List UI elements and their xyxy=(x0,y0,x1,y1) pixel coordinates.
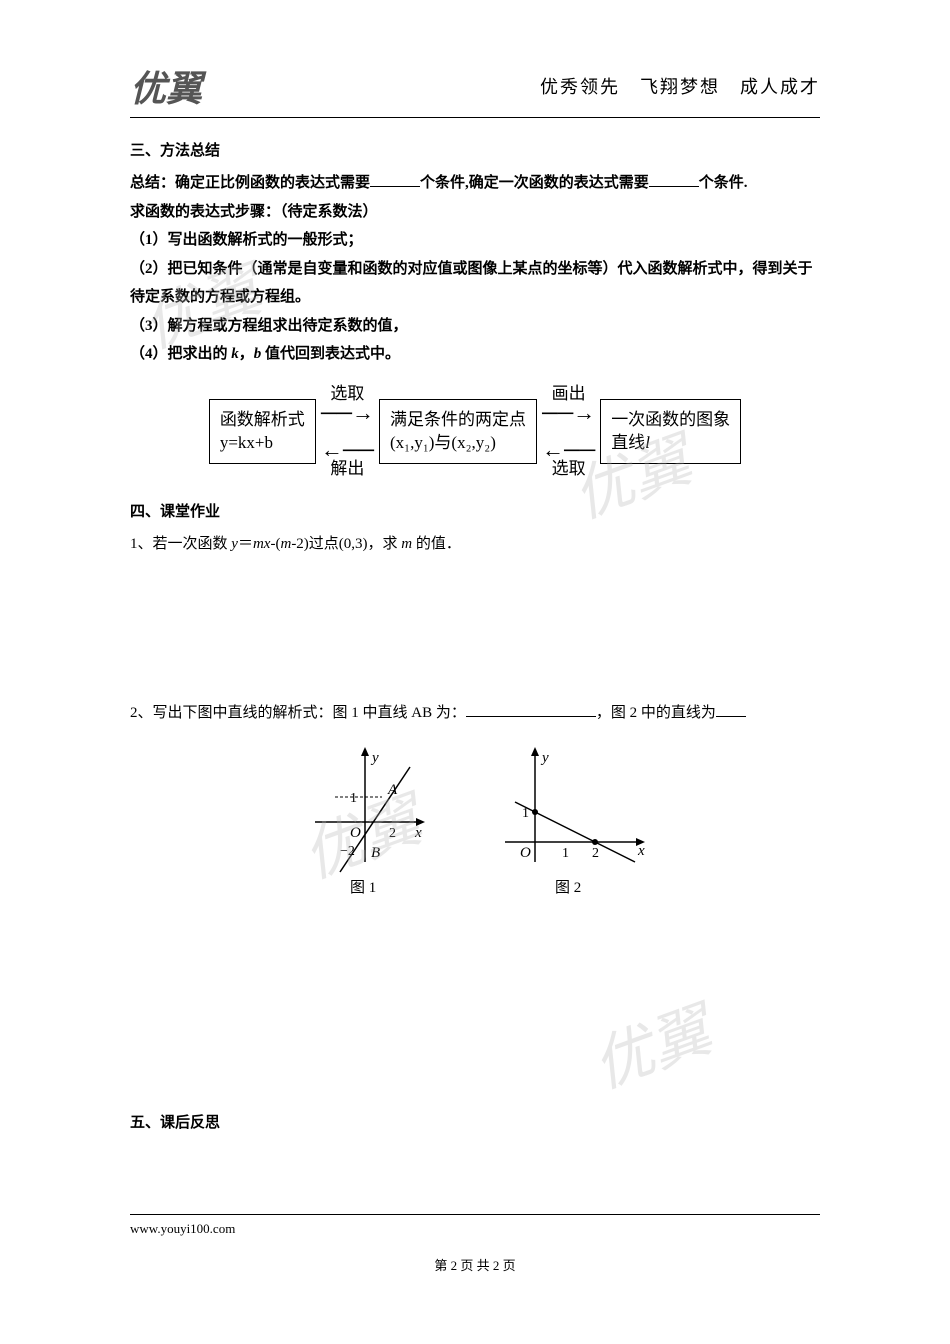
section-3-title: 三、方法总结 xyxy=(130,138,820,165)
page-number: 第 2 页 共 2 页 xyxy=(130,1255,820,1274)
graph-1: y x 1 A 2 −2 B O 图 1 xyxy=(295,742,435,902)
q1-minus: -( xyxy=(270,536,280,552)
question-1: 1、若一次函数 y＝mx-(m-2)过点(0,3)，求 m 的值． xyxy=(130,530,820,559)
g2-x-label: x xyxy=(637,843,645,859)
arrow-right-icon: ──→ xyxy=(542,404,595,422)
box1-line1: 函数解析式 xyxy=(220,408,305,432)
box2-line2: (x₁,y₁)与(x₂,y₂) xyxy=(390,431,526,455)
g1-y-label: y xyxy=(370,750,379,766)
q1-m3: m xyxy=(401,536,412,552)
step4-suffix: 值代回到表达式中。 xyxy=(261,346,400,362)
q1-end: -2)过点(0,3)，求 xyxy=(291,536,401,552)
q1-eq: ＝ xyxy=(238,536,253,552)
box3-line2: 直线l xyxy=(611,431,730,455)
g1-val-2: 2 xyxy=(389,826,396,841)
box3-l: l xyxy=(645,433,650,452)
g2-val-2x: 2 xyxy=(592,846,599,861)
graph-2: y x 1 1 2 O 图 2 xyxy=(495,742,655,902)
step-4: （4）把求出的 k，b 值代回到表达式中。 xyxy=(130,340,820,369)
box2-line1: 满足条件的两定点 xyxy=(390,408,526,432)
g2-y-label: y xyxy=(540,750,549,766)
section-4-title: 四、课堂作业 xyxy=(130,499,820,526)
q1-m1: m xyxy=(253,536,264,552)
box3-line1: 一次函数的图象 xyxy=(611,408,730,432)
summary-mid: 个条件,确定一次函数的表达式需要 xyxy=(420,175,649,191)
g2-label: 图 2 xyxy=(555,879,581,896)
step-3: （3）解方程或方程组求出待定系数的值， xyxy=(130,312,820,341)
logo: 优翼 xyxy=(130,60,202,112)
g2-val-1x: 1 xyxy=(562,846,569,861)
g1-point-b: B xyxy=(371,845,380,861)
step4-prefix: （4）把求出的 xyxy=(130,346,231,362)
g1-label: 图 1 xyxy=(350,879,376,896)
motto: 优秀领先 飞翔梦想 成人成才 xyxy=(540,73,820,99)
blank-2 xyxy=(649,173,699,187)
arrow-right-icon: ──→ xyxy=(321,404,374,422)
step4-k: k xyxy=(231,346,239,362)
summary-suffix: 个条件. xyxy=(699,175,748,191)
blank-4 xyxy=(716,703,746,717)
question-2: 2、写出下图中直线的解析式：图 1 中直线 AB 为： ，图 2 中的直线为 xyxy=(130,699,820,728)
diagram-box-1: 函数解析式 y=kx+b xyxy=(209,399,316,465)
arrow-left-icon: ←── xyxy=(321,441,374,459)
flow-diagram: 函数解析式 y=kx+b 选取 ──→ ←── 解出 满足条件的两定点 (x₁,… xyxy=(130,384,820,480)
box3-prefix: 直线 xyxy=(611,433,645,452)
steps-title: 求函数的表达式步骤：（待定系数法） xyxy=(130,198,820,227)
q2-mid: ，图 2 中的直线为 xyxy=(596,705,716,721)
q2-prefix: 2、写出下图中直线的解析式：图 1 中直线 AB 为： xyxy=(130,705,466,721)
g2-origin: O xyxy=(520,845,531,861)
page-header: 优翼 优秀领先 飞翔梦想 成人成才 xyxy=(130,60,820,118)
page-footer: www.youyi100.com 第 2 页 共 2 页 xyxy=(130,1214,820,1274)
g1-point-a: A xyxy=(387,782,398,798)
g1-origin: O xyxy=(350,825,361,841)
arrow-group-2: 画出 ──→ ←── 选取 xyxy=(542,384,595,480)
summary-prefix: 总结：确定正比例函数的表达式需要 xyxy=(130,175,370,191)
q1-y: y xyxy=(231,536,238,552)
arrow1-bottom-label: 解出 xyxy=(330,459,364,479)
section-5-title: 五、课后反思 xyxy=(130,1110,820,1137)
arrow2-bottom-label: 选取 xyxy=(552,459,586,479)
diagram-box-3: 一次函数的图象 直线l xyxy=(600,399,741,465)
blank-3 xyxy=(466,703,596,717)
blank-1 xyxy=(370,173,420,187)
step-1: （1）写出函数解析式的一般形式； xyxy=(130,226,820,255)
g1-x-label: x xyxy=(414,825,422,841)
arrow-group-1: 选取 ──→ ←── 解出 xyxy=(321,384,374,480)
arrow-left-icon: ←── xyxy=(542,441,595,459)
step-2: （2）把已知条件（通常是自变量和函数的对应值或图像上某点的坐标等）代入函数解析式… xyxy=(130,255,820,312)
graphs-container: y x 1 A 2 −2 B O 图 1 y x 1 1 2 O 图 2 xyxy=(130,742,820,902)
g2-val-1y: 1 xyxy=(522,806,529,821)
diagram-box-2: 满足条件的两定点 (x₁,y₁)与(x₂,y₂) xyxy=(379,399,537,465)
summary-line: 总结：确定正比例函数的表达式需要 个条件,确定一次函数的表达式需要 个条件. xyxy=(130,169,820,198)
q1-prefix: 1、若一次函数 xyxy=(130,536,231,552)
g1-val-1: 1 xyxy=(350,791,357,806)
q1-m2: m xyxy=(280,536,291,552)
footer-url: www.youyi100.com xyxy=(130,1221,820,1237)
g1-val-neg2: −2 xyxy=(340,844,355,859)
step4-mid: ， xyxy=(239,346,254,362)
box1-line2: y=kx+b xyxy=(220,431,305,455)
q1-suffix: 的值． xyxy=(412,536,461,552)
